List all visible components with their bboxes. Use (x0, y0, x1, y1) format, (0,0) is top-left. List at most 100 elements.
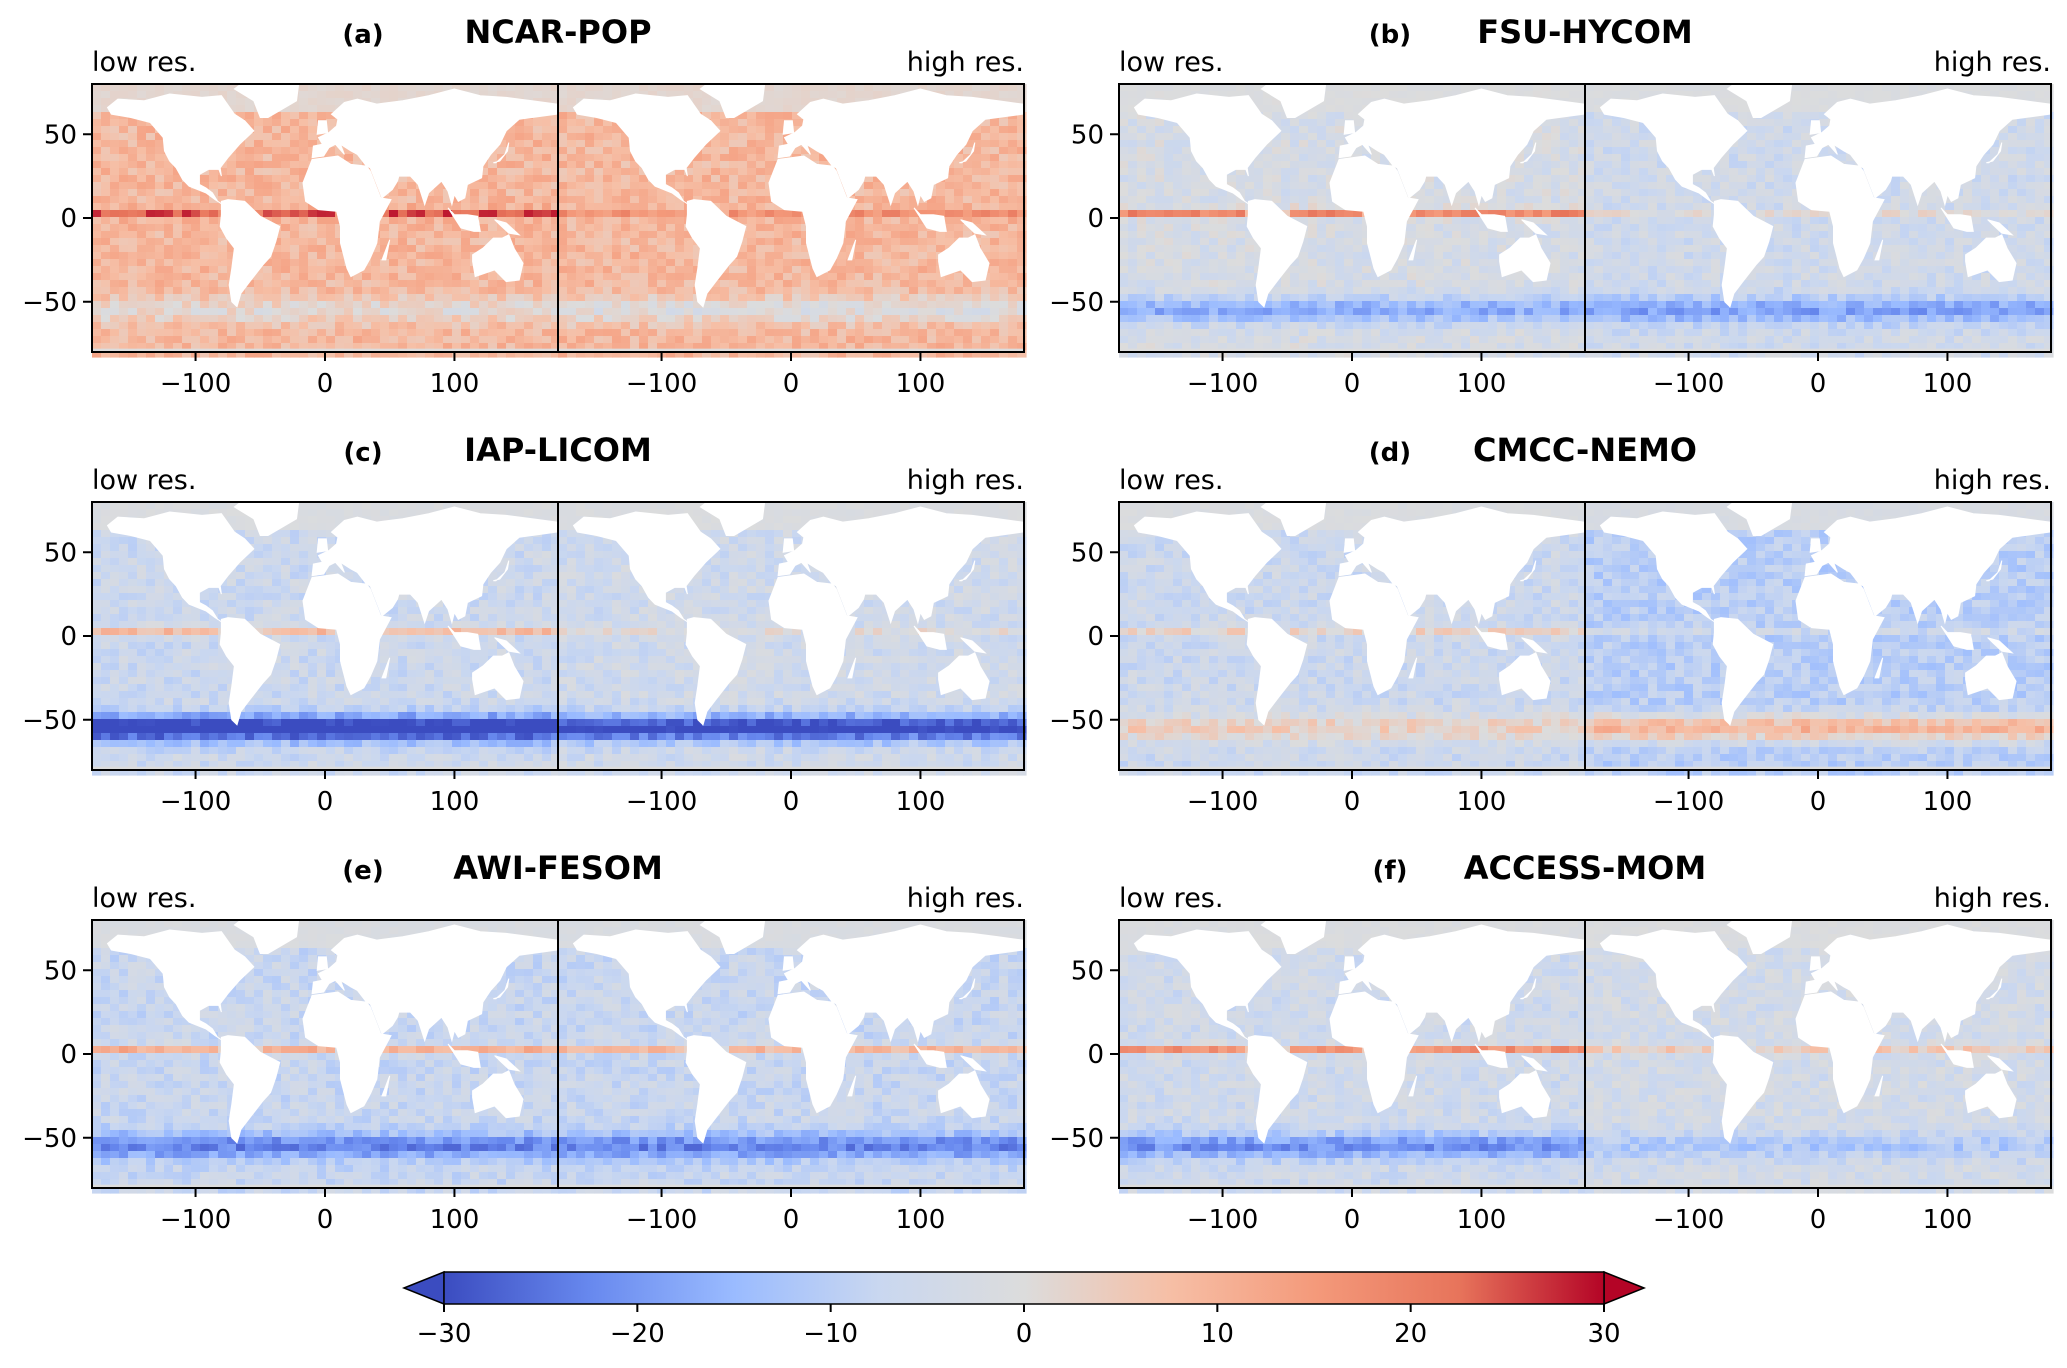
map-cell (506, 287, 516, 295)
map-cell (882, 224, 892, 232)
map-cell (909, 322, 919, 330)
map-cell (783, 210, 793, 218)
map-cell (128, 301, 138, 309)
map-cell (470, 189, 480, 197)
map-cell (756, 280, 766, 288)
map-cell (729, 329, 739, 337)
map-cell (245, 182, 255, 190)
map-cell (675, 175, 685, 183)
map-cell (918, 238, 928, 246)
map-cell (639, 266, 649, 274)
map-cell (666, 175, 676, 183)
map-cell (110, 301, 120, 309)
map-cell (1263, 175, 1273, 183)
map-cell (1017, 224, 1027, 232)
map-cell (648, 210, 658, 218)
map-cell (1017, 119, 1027, 127)
map-cell (909, 266, 919, 274)
map-cell (747, 301, 757, 309)
map-cell (110, 140, 120, 148)
map-cell (954, 280, 964, 288)
map-cell (326, 301, 336, 309)
map-cell (945, 287, 955, 295)
map-cell (1200, 189, 1210, 197)
map-cell (380, 301, 390, 309)
map-cell (585, 84, 595, 92)
map-cell (515, 196, 525, 204)
map-cell (648, 259, 658, 267)
map-cell (567, 294, 577, 302)
map-cell (164, 259, 174, 267)
map-cell (729, 301, 739, 309)
map-cell (407, 315, 417, 323)
map-cell (909, 294, 919, 302)
map-cell (155, 329, 165, 337)
map-cell (585, 119, 595, 127)
map-cell (299, 217, 309, 225)
map-cell (1560, 126, 1570, 134)
map-cell (1326, 126, 1336, 134)
map-cell (585, 259, 595, 267)
map-cell (603, 84, 613, 92)
map-cell (594, 224, 604, 232)
map-cell (542, 210, 552, 218)
map-cell (308, 287, 318, 295)
map-cell (119, 259, 129, 267)
map-cell (918, 203, 928, 211)
map-cell (1515, 196, 1525, 204)
map-cell (182, 238, 192, 246)
map-cell (254, 196, 264, 204)
map-cell (675, 224, 685, 232)
map-cell (702, 161, 712, 169)
map-cell (281, 245, 291, 253)
map-cell (702, 154, 712, 162)
map-cell (1290, 168, 1300, 176)
map-cell (711, 287, 721, 295)
map-cell (1254, 98, 1264, 106)
map-cell (576, 238, 586, 246)
map-cell (317, 273, 327, 281)
map-cell (515, 322, 525, 330)
map-cell (263, 168, 273, 176)
map-cell (362, 336, 372, 344)
map-cell (774, 301, 784, 309)
map-cell (1272, 175, 1282, 183)
map-cell (416, 238, 426, 246)
map-cell (353, 91, 363, 99)
map-cell (711, 294, 721, 302)
map-cell (407, 329, 417, 337)
map-cell (927, 273, 937, 281)
map-cell (317, 301, 327, 309)
map-cell (1335, 91, 1345, 99)
map-cell (407, 217, 417, 225)
map-cell (434, 84, 444, 92)
map-cell (999, 182, 1009, 190)
map-cell (1569, 175, 1579, 183)
map-cell (729, 133, 739, 141)
map-cell (443, 245, 453, 253)
map-cell (128, 329, 138, 337)
map-cell (1017, 168, 1027, 176)
map-cell (1407, 84, 1417, 92)
map-cell (621, 329, 631, 337)
map-cell (990, 168, 1000, 176)
map-cell (1344, 105, 1354, 113)
map-cell (263, 329, 273, 337)
map-cell (92, 210, 102, 218)
map-cell (999, 84, 1009, 92)
map-cell (398, 189, 408, 197)
map-cell (416, 308, 426, 316)
map-cell (675, 280, 685, 288)
x-tick-label: −100 (160, 369, 231, 399)
map-cell (1308, 126, 1318, 134)
map-cell (155, 189, 165, 197)
map-cell (576, 308, 586, 316)
map-cell (1218, 196, 1228, 204)
map-cell (936, 280, 946, 288)
map-cell (999, 133, 1009, 141)
map-cell (603, 147, 613, 155)
map-cell (990, 217, 1000, 225)
map-cell (603, 175, 613, 183)
map-cell (182, 259, 192, 267)
map-cell (927, 315, 937, 323)
